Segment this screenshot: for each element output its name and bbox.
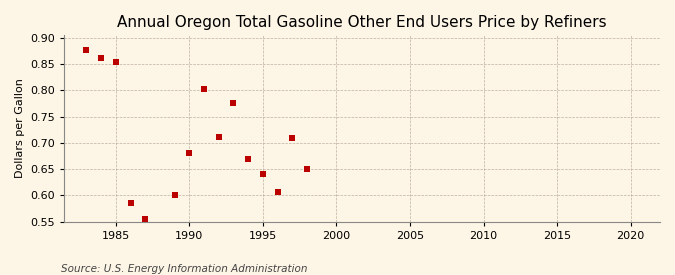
Y-axis label: Dollars per Gallon: Dollars per Gallon bbox=[15, 79, 25, 178]
Point bbox=[140, 216, 151, 221]
Point bbox=[272, 190, 283, 194]
Point bbox=[125, 201, 136, 205]
Point bbox=[257, 172, 268, 177]
Point bbox=[81, 47, 92, 52]
Point bbox=[287, 136, 298, 140]
Point bbox=[198, 87, 209, 91]
Point bbox=[228, 101, 239, 105]
Point bbox=[169, 193, 180, 198]
Point bbox=[111, 59, 122, 64]
Text: Source: U.S. Energy Information Administration: Source: U.S. Energy Information Administ… bbox=[61, 264, 307, 274]
Point bbox=[96, 56, 107, 60]
Point bbox=[213, 134, 224, 139]
Point bbox=[243, 156, 254, 161]
Title: Annual Oregon Total Gasoline Other End Users Price by Refiners: Annual Oregon Total Gasoline Other End U… bbox=[117, 15, 607, 30]
Point bbox=[302, 167, 313, 171]
Point bbox=[184, 151, 195, 155]
